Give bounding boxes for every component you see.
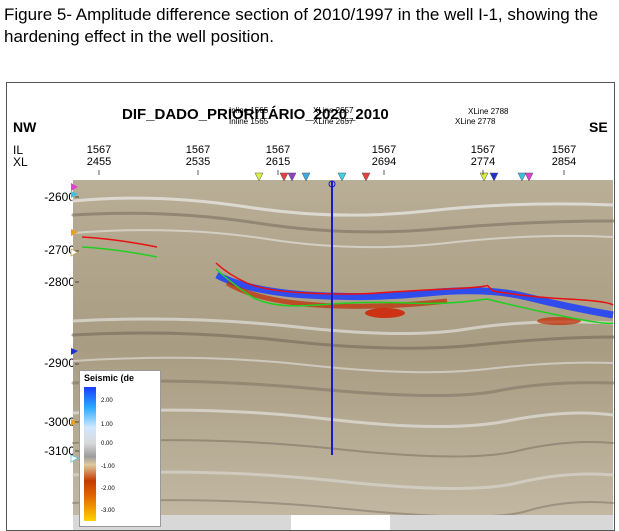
il-row-label: IL (13, 143, 24, 157)
well-marker (301, 172, 311, 182)
well-annotation: Inline 1565 (229, 106, 269, 115)
side-marker (71, 419, 78, 426)
legend-tick: -3.00 (101, 508, 115, 514)
side-marker (71, 183, 78, 191)
well-annotation: Inline 1565 (229, 117, 269, 126)
green-horizon-left (81, 246, 158, 258)
depth-label: -3000 (44, 415, 75, 429)
direction-nw: NW (13, 119, 37, 135)
seismic-figure-panel: DIF_DADO_PRIORITÁRIO_2020_2010 NW SE IL … (6, 82, 615, 531)
legend-tick: -1.00 (101, 464, 115, 470)
well-annotation: XLine 2778 (455, 117, 496, 126)
side-marker (71, 229, 78, 236)
side-marker (71, 191, 78, 198)
il-tick-label: 1567 (551, 144, 577, 156)
xl-tick-label: 2535 (185, 156, 211, 168)
il-tick-label: 1567 (371, 144, 397, 156)
xl-tick-label: 2854 (551, 156, 577, 168)
xl-row-label: XL (13, 155, 28, 169)
xl-tick-label: 2455 (86, 156, 112, 168)
well-marker (279, 172, 289, 182)
well-marker (524, 172, 534, 182)
reflectors (71, 196, 614, 518)
well-markers (254, 172, 534, 182)
section-background (73, 180, 613, 515)
side-marker (71, 348, 78, 355)
well-marker (287, 172, 297, 182)
well-marker (361, 172, 371, 182)
il-tick-label: 1567 (470, 144, 496, 156)
red-horizon-left (81, 236, 158, 248)
depth-label: -2900 (44, 356, 75, 370)
legend-tick: 0.00 (101, 441, 113, 447)
legend-tick: -2.00 (101, 486, 115, 492)
seismic-section (70, 170, 614, 530)
legend-tick: 2.00 (101, 398, 113, 404)
legend-tick: 1.00 (101, 422, 113, 428)
il-tick-label: 1567 (185, 144, 211, 156)
well-head-marker (328, 180, 336, 188)
side-markers (70, 183, 79, 463)
well-annotation: XLine 2788 (468, 107, 509, 116)
depth-label: -2800 (44, 275, 75, 289)
legend-colorbar (84, 387, 96, 521)
plot-title: DIF_DADO_PRIORITÁRIO_2020_2010 (122, 106, 389, 123)
depth-label: -2600 (44, 190, 75, 204)
bottom-bar (390, 515, 613, 530)
well-marker (517, 172, 527, 182)
xl-tick-label: 2774 (470, 156, 496, 168)
well-marker (254, 172, 264, 182)
side-marker (70, 248, 79, 257)
side-marker (70, 454, 79, 463)
il-tick-label: 1567 (265, 144, 291, 156)
figure-caption: Figure 5- Amplitude difference section o… (4, 5, 599, 46)
xl-tick-label: 2694 (371, 156, 397, 168)
well-marker (479, 172, 489, 182)
red-horizon (215, 262, 614, 306)
well-annotation: XLine 2657 (313, 117, 354, 126)
well-annotation: XLine 2657 (313, 106, 354, 115)
xl-tick-label: 2615 (265, 156, 291, 168)
axis-ticks (75, 170, 565, 452)
well-marker (337, 172, 347, 182)
direction-se: SE (589, 119, 608, 135)
depth-label: -3100 (44, 444, 75, 458)
seismic-legend: Seismic (de 2.00 1.00 0.00 -1.00 -2.00 -… (79, 370, 161, 527)
il-tick-label: 1567 (86, 144, 112, 156)
depth-label: -2700 (44, 243, 75, 257)
green-horizon (215, 268, 614, 325)
well-marker (489, 172, 499, 182)
legend-title: Seismic (de (84, 373, 135, 383)
